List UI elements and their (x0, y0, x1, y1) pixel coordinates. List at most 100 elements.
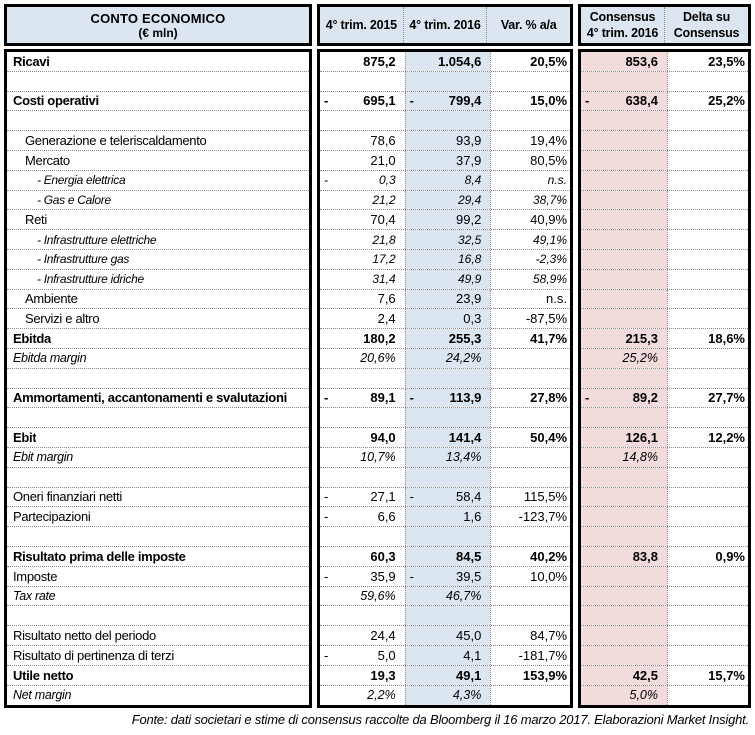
table-row-label (7, 468, 309, 488)
table-row-consensus (581, 170, 748, 191)
table-row-data: 78,6 93,9 19,4% (320, 131, 570, 151)
cell-2015: - 695,1 (320, 92, 405, 111)
cell-value: 15,7% (708, 667, 745, 683)
cell-var: 58,9% (490, 269, 570, 289)
column-header-label: 4° trim. 2015 (325, 18, 397, 32)
row-label: Ebitda margin (13, 351, 87, 366)
row-label: - Gas e Calore (37, 192, 111, 207)
cell-2015: 21,2 (320, 191, 405, 210)
table-row-consensus (581, 309, 748, 330)
negative-sign: - (409, 390, 415, 406)
cell-consensus (581, 111, 667, 131)
table-row-consensus: 126,1 12,2% (581, 428, 748, 448)
cell-2015: 59,6% (320, 587, 405, 606)
cell-var: -87,5% (490, 309, 570, 329)
cell-consensus (581, 210, 667, 230)
cell-2015: 180,2 (320, 329, 405, 348)
table-row-consensus (581, 230, 748, 250)
table-row-label: Ammortamenti, accantonamenti e svalutazi… (7, 389, 309, 409)
cell-2016: 255,3 (404, 329, 491, 348)
table-row-data: 180,2 255,3 41,7% (320, 329, 570, 349)
cell-delta (667, 487, 748, 507)
cell-value: 13,4% (445, 450, 482, 465)
cell-value: 4,1 (463, 647, 482, 663)
table-row-data: - 0,3 8,4 n.s. (320, 170, 570, 191)
cell-value: 35,9 (370, 568, 396, 584)
cell-value: -181,7% (518, 647, 568, 663)
cell-2016: 99,2 (404, 210, 491, 230)
cell-var (490, 527, 570, 546)
cell-2015: - 89,1 (320, 389, 405, 408)
cell-value: 19,3 (370, 667, 396, 683)
cell-value: 89,2 (632, 390, 658, 406)
source-note: Fonte: dati societari e stime di consens… (131, 712, 749, 728)
column-header-consensus: Consensus 4° trim. 2016 (581, 7, 664, 43)
table-row-consensus (581, 408, 748, 429)
cell-delta (667, 210, 748, 230)
cell-value: 875,2 (363, 53, 396, 69)
cell-var: 27,8% (490, 388, 570, 408)
negative-sign: - (585, 93, 590, 109)
row-label: Tax rate (13, 588, 56, 603)
cell-2016: 1,6 (404, 507, 491, 527)
cell-value: 6,6 (377, 509, 396, 525)
cell-value: 695,1 (363, 93, 396, 109)
cell-value: 17,2 (372, 252, 396, 267)
cell-2015: 60,3 (320, 547, 405, 566)
negative-sign: - (409, 489, 415, 505)
row-label: Ammortamenti, accantonamenti e svalutazi… (13, 390, 287, 406)
cell-value: 70,4 (370, 212, 396, 228)
cell-value: 20,5% (530, 53, 568, 69)
table-row-label: Net margin (7, 686, 309, 706)
cell-value: 153,9% (522, 667, 568, 683)
negative-sign: - (324, 509, 329, 525)
table-row-consensus (581, 190, 748, 211)
cell-delta (667, 368, 748, 388)
cell-value: 89,1 (370, 390, 396, 406)
table-body-band: Ricavi Costi operativi Generazione e teler… (4, 49, 751, 709)
table-row-data: 94,0 141,4 50,4% (320, 428, 570, 448)
cell-value: 24,4 (370, 628, 396, 643)
cell-consensus (581, 626, 667, 645)
table-row-label (7, 111, 309, 132)
table-row-label: Utile netto (7, 666, 309, 686)
cell-2016: - 799,4 (404, 91, 491, 111)
cell-consensus: 42,5 (581, 665, 667, 685)
table-row-data: -695,1-799,4 15,0% (320, 91, 570, 112)
table-row-data: 10,7% 13,4% (320, 447, 570, 468)
header-title-box: CONTO ECONOMICO (€ mln) (4, 4, 312, 46)
cell-consensus: - 89,2 (581, 388, 667, 408)
table-row-consensus (581, 606, 748, 627)
cell-value: 18,6% (708, 331, 745, 347)
cell-var: 38,7% (490, 190, 570, 210)
cell-value: 50,4% (530, 430, 568, 446)
cell-2016 (404, 527, 491, 546)
table-row-data (320, 111, 570, 132)
cell-delta: 0,9% (667, 546, 748, 566)
cell-value: -123,7% (518, 509, 568, 525)
column-header-label: Consensus (589, 10, 656, 24)
row-label: Imposte (13, 568, 58, 584)
cell-consensus (581, 289, 667, 309)
table-row-label: - Energia elettrica (7, 171, 309, 191)
column-header-var: Var. % a/a (486, 7, 570, 43)
row-label: - Energia elettrica (37, 173, 126, 188)
table-row-data: -35,9-39,5 10,0% (320, 566, 570, 587)
cell-value: 19,4% (530, 133, 568, 149)
cell-2016 (404, 368, 491, 388)
negative-sign: - (324, 390, 329, 406)
cell-2016: 23,9 (404, 289, 491, 309)
table-row-data: 60,3 84,5 40,2% (320, 546, 570, 567)
table-row-label: Costi operativi (7, 92, 309, 112)
cell-delta (667, 71, 748, 91)
cell-value: 58,4 (456, 489, 482, 505)
negative-sign: - (324, 647, 329, 663)
cell-var: 15,0% (490, 91, 570, 111)
cell-value: 84,5 (456, 548, 482, 564)
cell-2015 (320, 468, 405, 487)
cell-value: 58,9% (532, 272, 568, 287)
cell-var: 153,9% (490, 665, 570, 685)
row-label: Mercato (25, 152, 70, 168)
table-row-label: Ambiente (7, 290, 309, 310)
cell-2015: - 27,1 (320, 488, 405, 507)
